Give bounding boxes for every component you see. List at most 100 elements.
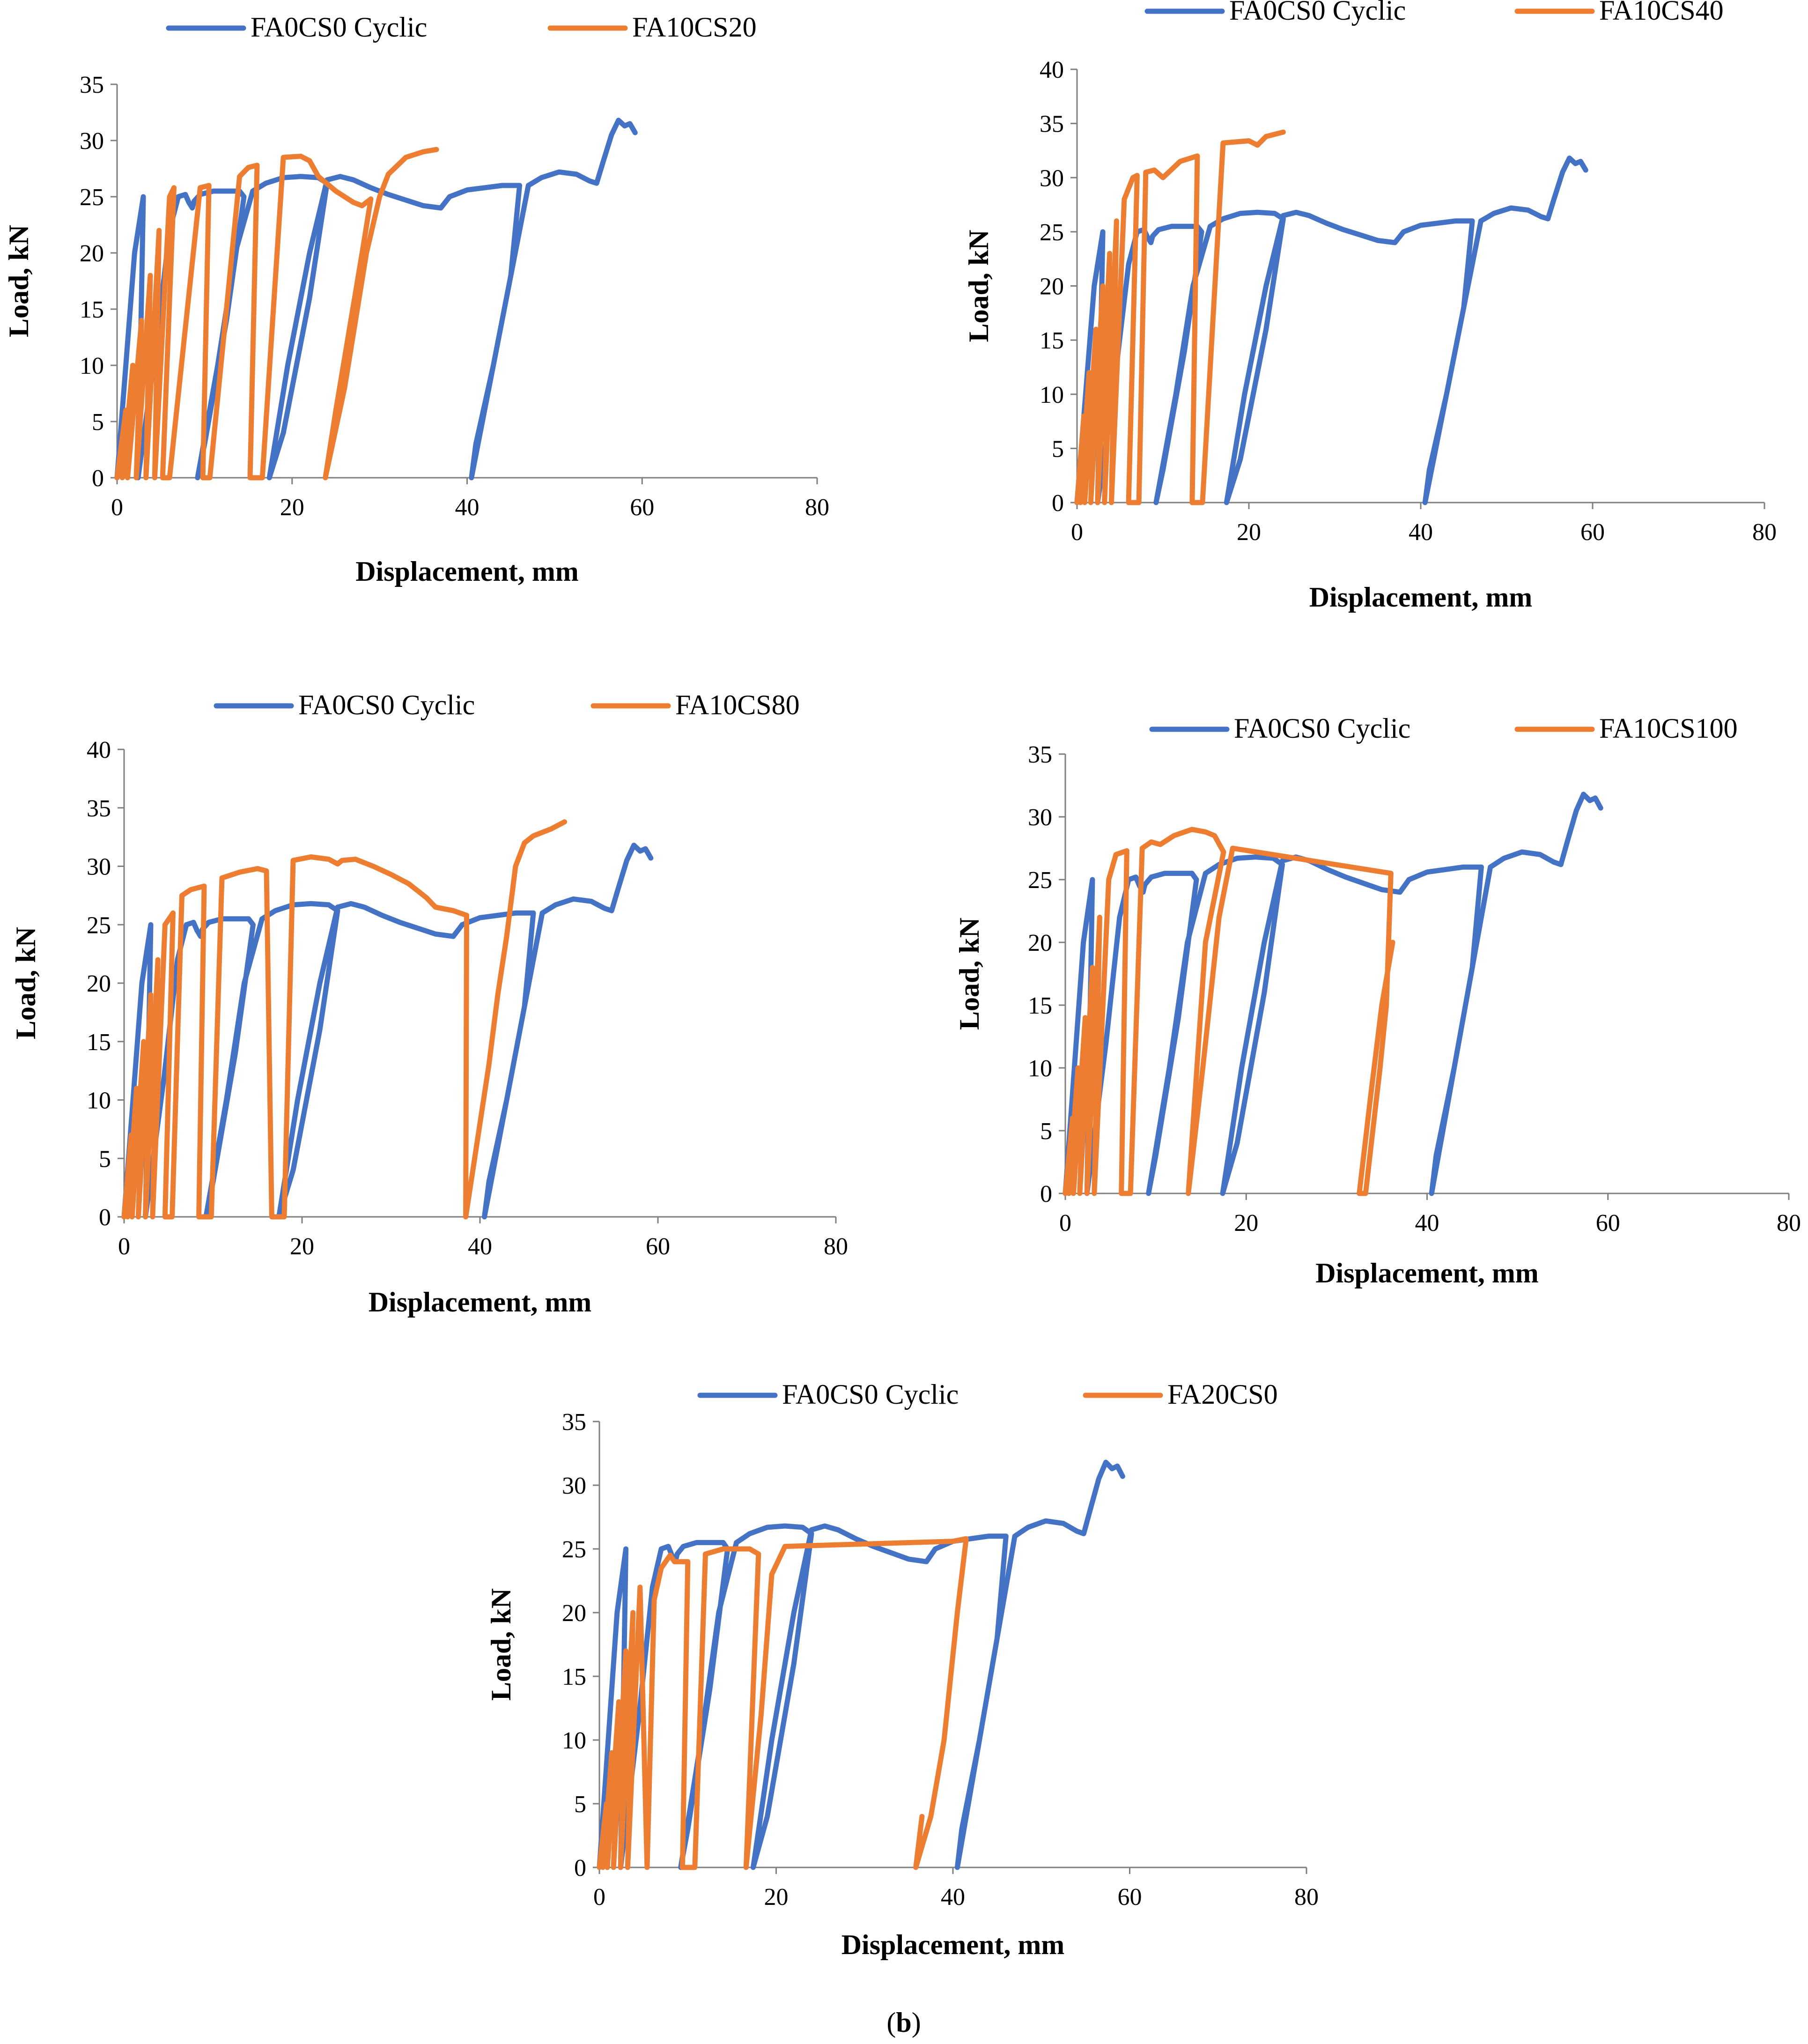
y-axis-label: Load, kN xyxy=(10,927,41,1039)
x-tick-label: 0 xyxy=(593,1884,605,1911)
series-line-reference xyxy=(1074,156,1588,505)
y-tick-label: 30 xyxy=(1028,804,1052,831)
x-tick-label: 20 xyxy=(280,494,304,521)
legend-label: FA10CS40 xyxy=(1599,0,1724,26)
x-tick-label: 80 xyxy=(1294,1884,1319,1911)
chart-c1: 0 5 10 15 20 25 30 35 0 20 40 60 80 Displacement, mm L… xyxy=(3,12,829,587)
series-line-specimen xyxy=(597,1536,969,1870)
y-tick-label: 40 xyxy=(87,737,111,763)
x-tick-label: 60 xyxy=(1118,1884,1142,1911)
y-tick-label: 35 xyxy=(80,72,104,98)
y-tick-label: 40 xyxy=(1040,57,1064,83)
legend-label: FA0CS0 Cyclic xyxy=(1234,713,1410,744)
y-axis-label: Load, kN xyxy=(963,230,994,342)
x-tick-label: 60 xyxy=(1596,1210,1620,1237)
y-tick-label: 5 xyxy=(92,409,104,436)
legend-label: FA0CS0 Cyclic xyxy=(251,12,427,43)
x-tick-label: 60 xyxy=(1580,519,1605,546)
caption-close: ) xyxy=(912,2007,921,2038)
chart-c3: 0 5 10 15 20 25 30 35 40 0 20 40 60 80 Displacement, m… xyxy=(10,689,848,1318)
y-tick-label: 5 xyxy=(1052,436,1064,462)
x-tick-label: 40 xyxy=(1409,519,1433,546)
x-tick-label: 0 xyxy=(111,494,123,521)
x-tick-label: 0 xyxy=(1071,519,1083,546)
y-tick-label: 10 xyxy=(1028,1055,1052,1082)
series-line-specimen xyxy=(1063,827,1395,1196)
y-axis-label: Load, kN xyxy=(954,918,985,1030)
y-tick-label: 10 xyxy=(80,353,104,379)
series-line-specimen xyxy=(1074,129,1286,505)
x-axis-label: Displacement, mm xyxy=(1315,1258,1539,1289)
y-tick-label: 5 xyxy=(1040,1118,1052,1145)
x-tick-label: 40 xyxy=(941,1884,965,1911)
y-tick-label: 15 xyxy=(1028,992,1052,1019)
y-tick-label: 30 xyxy=(1040,165,1064,192)
x-tick-label: 20 xyxy=(290,1233,314,1260)
legend-label: FA10CS100 xyxy=(1599,713,1738,744)
y-tick-label: 30 xyxy=(87,854,111,881)
x-tick-label: 0 xyxy=(118,1233,130,1260)
chart-c2: 0 5 10 15 20 25 30 35 40 0 20 40 60 80 Displacement, m… xyxy=(963,0,1777,613)
series-line-specimen xyxy=(121,819,567,1220)
x-tick-label: 80 xyxy=(824,1233,848,1260)
legend-label: FA10CS20 xyxy=(632,12,757,43)
caption-open: ( xyxy=(886,2007,896,2038)
legend-label: FA0CS0 Cyclic xyxy=(1229,0,1406,26)
y-tick-label: 5 xyxy=(99,1146,111,1172)
y-tick-label: 15 xyxy=(80,296,104,323)
caption-letter: b xyxy=(896,2007,911,2038)
y-tick-label: 0 xyxy=(99,1204,111,1231)
x-axis-label: Displacement, mm xyxy=(841,1929,1065,1960)
y-tick-label: 20 xyxy=(1028,930,1052,956)
x-tick-label: 0 xyxy=(1059,1210,1071,1237)
y-tick-label: 25 xyxy=(87,912,111,939)
chart-c5: 0 5 10 15 20 25 30 35 0 20 40 60 80 Displacement, mm L… xyxy=(486,1379,1319,1960)
y-tick-label: 20 xyxy=(1040,274,1064,300)
x-tick-label: 60 xyxy=(646,1233,670,1260)
figure-caption: (b) xyxy=(886,2007,921,2038)
y-axis-label: Load, kN xyxy=(3,225,34,337)
series-line-reference xyxy=(597,1459,1125,1870)
y-tick-label: 25 xyxy=(80,184,104,211)
y-tick-label: 0 xyxy=(1040,1181,1052,1207)
y-tick-label: 35 xyxy=(562,1409,586,1436)
y-tick-label: 20 xyxy=(80,240,104,267)
x-tick-label: 80 xyxy=(805,494,829,521)
y-tick-label: 25 xyxy=(562,1536,586,1563)
y-tick-label: 15 xyxy=(562,1664,586,1690)
legend-label: FA20CS0 xyxy=(1167,1379,1278,1410)
x-tick-label: 80 xyxy=(1777,1210,1801,1237)
y-tick-label: 25 xyxy=(1028,867,1052,894)
y-tick-label: 15 xyxy=(87,1029,111,1056)
series-line-specimen xyxy=(114,147,439,481)
x-tick-label: 40 xyxy=(468,1233,492,1260)
x-axis-label: Displacement, mm xyxy=(1309,582,1533,613)
y-axis-label: Load, kN xyxy=(486,1588,517,1701)
y-tick-label: 30 xyxy=(80,128,104,155)
x-tick-label: 40 xyxy=(1415,1210,1439,1237)
y-tick-label: 20 xyxy=(87,970,111,997)
charts-group: 0 5 10 15 20 25 30 35 0 20 40 60 80 Displacement, mm L… xyxy=(3,0,1801,1960)
y-tick-label: 35 xyxy=(1028,741,1052,768)
legend-label: FA10CS80 xyxy=(675,689,800,720)
series-line-reference xyxy=(114,118,638,481)
chart-c4: 0 5 10 15 20 25 30 35 0 20 40 60 80 Displacement, mm L… xyxy=(954,713,1801,1289)
y-tick-label: 25 xyxy=(1040,219,1064,246)
x-tick-label: 40 xyxy=(455,494,480,521)
legend-label: FA0CS0 Cyclic xyxy=(782,1379,959,1410)
y-tick-label: 10 xyxy=(87,1088,111,1114)
x-tick-label: 20 xyxy=(764,1884,789,1911)
x-axis-label: Displacement, mm xyxy=(369,1287,592,1318)
x-axis-label: Displacement, mm xyxy=(355,556,579,587)
x-tick-label: 60 xyxy=(630,494,654,521)
y-tick-label: 10 xyxy=(562,1727,586,1754)
y-tick-label: 35 xyxy=(1040,111,1064,138)
y-tick-label: 35 xyxy=(87,795,111,822)
y-tick-label: 0 xyxy=(92,465,104,492)
x-tick-label: 20 xyxy=(1237,519,1261,546)
legend-label: FA0CS0 Cyclic xyxy=(298,689,475,720)
y-tick-label: 5 xyxy=(574,1791,586,1818)
x-tick-label: 20 xyxy=(1234,1210,1258,1237)
y-tick-label: 30 xyxy=(562,1473,586,1499)
